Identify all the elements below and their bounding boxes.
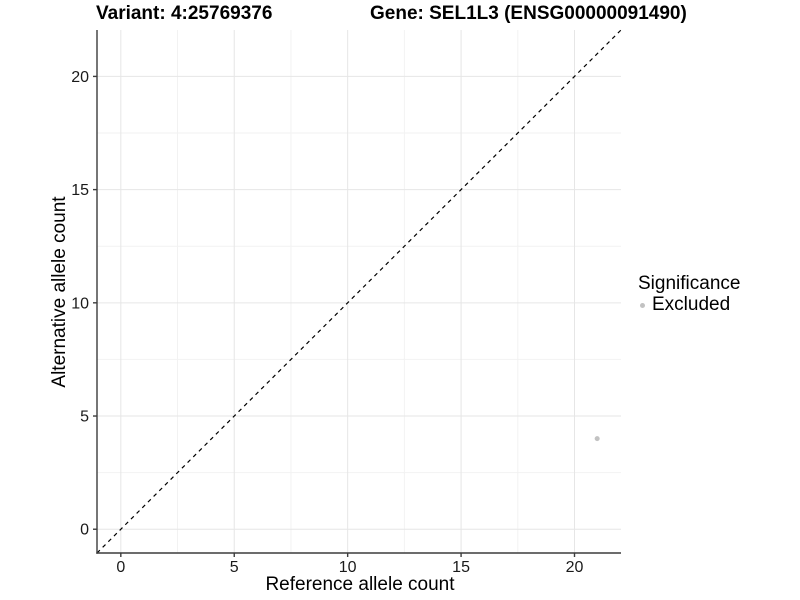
x-tick-label: 5 [230, 559, 239, 576]
y-tick-label: 0 [80, 522, 89, 539]
y-tick-label: 5 [80, 409, 89, 426]
plot-title-gene: Gene: SEL1L3 (ENSG00000091490) [370, 3, 687, 24]
y-tick-label: 15 [71, 182, 89, 199]
x-tick-label: 20 [566, 559, 584, 576]
excluded-point-icon [640, 302, 645, 308]
legend-key [638, 298, 652, 312]
identity-dashed-line [96, 29, 622, 554]
legend-item-label: Excluded [652, 294, 731, 315]
x-tick-label: 0 [116, 559, 125, 576]
legend-item-excluded: Excluded [638, 294, 740, 315]
y-tick-label: 10 [71, 295, 89, 312]
plot-title-variant: Variant: 4:25769376 [96, 3, 273, 24]
x-tick-label: 15 [452, 559, 470, 576]
x-tick-label: 10 [339, 559, 357, 576]
y-axis-title: Alternative allele count [49, 196, 70, 388]
y-tick-label: 20 [71, 69, 89, 86]
legend-title: Significance [638, 273, 741, 294]
legend: Significance Excluded [638, 273, 740, 315]
data-point [594, 436, 600, 442]
x-axis-title: Reference allele count [265, 574, 455, 595]
